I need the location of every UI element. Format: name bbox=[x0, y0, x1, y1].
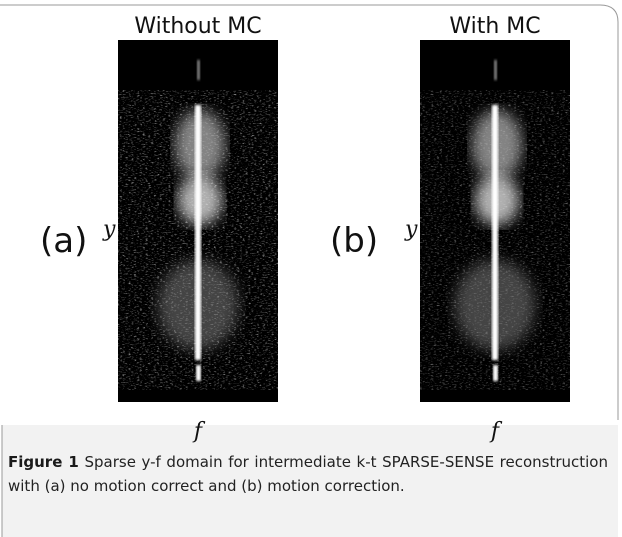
spectrum-image bbox=[118, 40, 278, 402]
panel-label: (a) bbox=[40, 221, 87, 261]
panel-title: Without MC bbox=[134, 14, 261, 39]
image-center-line bbox=[195, 105, 201, 360]
panel-label: (b) bbox=[330, 221, 378, 261]
y-axis-label: y bbox=[404, 217, 418, 242]
y-axis-label: y bbox=[102, 217, 116, 242]
caption: Figure 1 Sparse y-f domain for intermedi… bbox=[8, 450, 608, 498]
image-center-dot bbox=[494, 60, 497, 80]
image-center-dot bbox=[493, 365, 498, 381]
caption-text: Sparse y-f domain for intermediate k-t S… bbox=[8, 453, 608, 495]
spectrum-image bbox=[420, 40, 570, 402]
frame-border bbox=[0, 4, 619, 420]
panel-title: With MC bbox=[449, 14, 540, 39]
image-center-dot bbox=[197, 60, 200, 80]
caption-label: Figure 1 bbox=[8, 453, 79, 471]
image-center-line bbox=[492, 105, 498, 360]
image-center-dot bbox=[196, 365, 201, 381]
caption-background bbox=[2, 425, 618, 537]
